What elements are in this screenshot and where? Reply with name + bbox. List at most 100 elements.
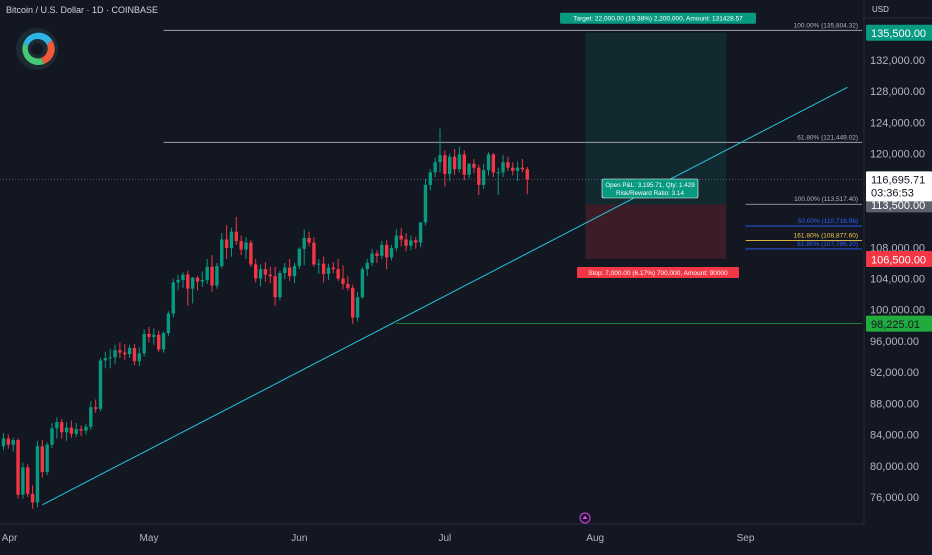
- candle-body[interactable]: [331, 267, 335, 270]
- candle-body[interactable]: [35, 446, 40, 503]
- candle-body[interactable]: [64, 427, 69, 433]
- candle-body[interactable]: [118, 350, 122, 353]
- candle-body[interactable]: [355, 297, 360, 318]
- candle-body[interactable]: [1, 438, 6, 447]
- candle-body[interactable]: [389, 248, 394, 258]
- candle-body[interactable]: [103, 358, 108, 361]
- candle-body[interactable]: [89, 407, 93, 427]
- candle-body[interactable]: [268, 274, 272, 277]
- candle-body[interactable]: [452, 156, 457, 170]
- symbol-title[interactable]: Bitcoin / U.S. Dollar · 1D · COINBASE: [6, 5, 159, 15]
- candle-body[interactable]: [176, 280, 180, 283]
- candle-body[interactable]: [45, 444, 49, 473]
- candle-body[interactable]: [161, 333, 166, 350]
- candle-body[interactable]: [108, 357, 112, 359]
- candle-body[interactable]: [360, 269, 365, 298]
- candle-body[interactable]: [409, 240, 413, 246]
- candle-body[interactable]: [506, 162, 510, 168]
- candle-body[interactable]: [142, 333, 146, 354]
- candle-body[interactable]: [244, 242, 248, 250]
- candle-body[interactable]: [50, 428, 54, 445]
- trendline[interactable]: [42, 86, 848, 506]
- candle-body[interactable]: [336, 269, 340, 279]
- candle-body[interactable]: [370, 253, 374, 263]
- candle-body[interactable]: [486, 154, 491, 171]
- candle-body[interactable]: [365, 262, 369, 270]
- candle-body[interactable]: [190, 277, 195, 289]
- candle-body[interactable]: [380, 244, 384, 256]
- candle-body[interactable]: [215, 266, 219, 286]
- candle-body[interactable]: [351, 287, 355, 318]
- event-icon[interactable]: [579, 512, 591, 524]
- candle-body[interactable]: [200, 280, 205, 282]
- candle-body[interactable]: [467, 163, 471, 175]
- candle-body[interactable]: [254, 264, 258, 279]
- candle-body[interactable]: [287, 267, 292, 277]
- candle-body[interactable]: [60, 422, 64, 433]
- candle-body[interactable]: [515, 167, 520, 171]
- candle-body[interactable]: [375, 253, 379, 256]
- candle-body[interactable]: [249, 242, 253, 265]
- candle-body[interactable]: [229, 231, 234, 249]
- candle-body[interactable]: [195, 277, 200, 282]
- candle-body[interactable]: [283, 267, 287, 274]
- candle-body[interactable]: [186, 274, 190, 289]
- candle-body[interactable]: [346, 283, 350, 288]
- candle-body[interactable]: [224, 239, 229, 249]
- candle-body[interactable]: [496, 172, 500, 174]
- candle-body[interactable]: [127, 347, 132, 355]
- candle-body[interactable]: [399, 235, 403, 240]
- candle-body[interactable]: [428, 172, 432, 185]
- price-scale[interactable]: [864, 0, 932, 550]
- candle-body[interactable]: [481, 170, 486, 185]
- candle-body[interactable]: [171, 282, 175, 314]
- candle-body[interactable]: [30, 493, 35, 503]
- candle-body[interactable]: [79, 429, 83, 431]
- candle-body[interactable]: [511, 167, 515, 171]
- candle-body[interactable]: [448, 156, 452, 174]
- candle-body[interactable]: [302, 237, 306, 249]
- candle-body[interactable]: [273, 276, 277, 298]
- candle-body[interactable]: [205, 266, 209, 281]
- candle-body[interactable]: [384, 244, 389, 258]
- candle-body[interactable]: [491, 154, 496, 173]
- candle-body[interactable]: [98, 360, 103, 409]
- candle-body[interactable]: [11, 440, 15, 445]
- candle-body[interactable]: [462, 154, 466, 175]
- candle-body[interactable]: [457, 154, 462, 170]
- candle-body[interactable]: [26, 467, 30, 494]
- candle-body[interactable]: [220, 239, 224, 267]
- candle-body[interactable]: [40, 446, 44, 473]
- candle-body[interactable]: [16, 440, 20, 495]
- candle-body[interactable]: [6, 438, 11, 445]
- position-loss-zone[interactable]: [585, 204, 727, 259]
- candle-body[interactable]: [404, 239, 408, 246]
- candle-body[interactable]: [74, 429, 78, 434]
- candle-body[interactable]: [132, 347, 137, 362]
- candle-body[interactable]: [278, 273, 282, 298]
- candle-body[interactable]: [137, 353, 141, 362]
- candle-body[interactable]: [258, 269, 263, 279]
- candle-body[interactable]: [312, 242, 316, 265]
- candle-body[interactable]: [147, 333, 151, 338]
- candle-body[interactable]: [317, 263, 321, 265]
- candle-body[interactable]: [166, 313, 171, 334]
- candle-body[interactable]: [123, 352, 127, 355]
- candle-body[interactable]: [341, 278, 345, 284]
- candle-body[interactable]: [472, 163, 476, 168]
- candle-body[interactable]: [321, 263, 326, 274]
- candle-body[interactable]: [477, 167, 481, 185]
- candle-body[interactable]: [423, 184, 428, 223]
- candle-body[interactable]: [394, 235, 399, 249]
- candle-body[interactable]: [84, 426, 88, 431]
- candle-body[interactable]: [443, 155, 447, 174]
- candle-body[interactable]: [113, 350, 117, 358]
- candle-body[interactable]: [21, 467, 25, 495]
- candle-body[interactable]: [55, 422, 59, 429]
- candle-body[interactable]: [152, 334, 156, 338]
- candle-body[interactable]: [239, 241, 243, 250]
- candle-body[interactable]: [210, 266, 214, 286]
- candle-body[interactable]: [307, 237, 311, 243]
